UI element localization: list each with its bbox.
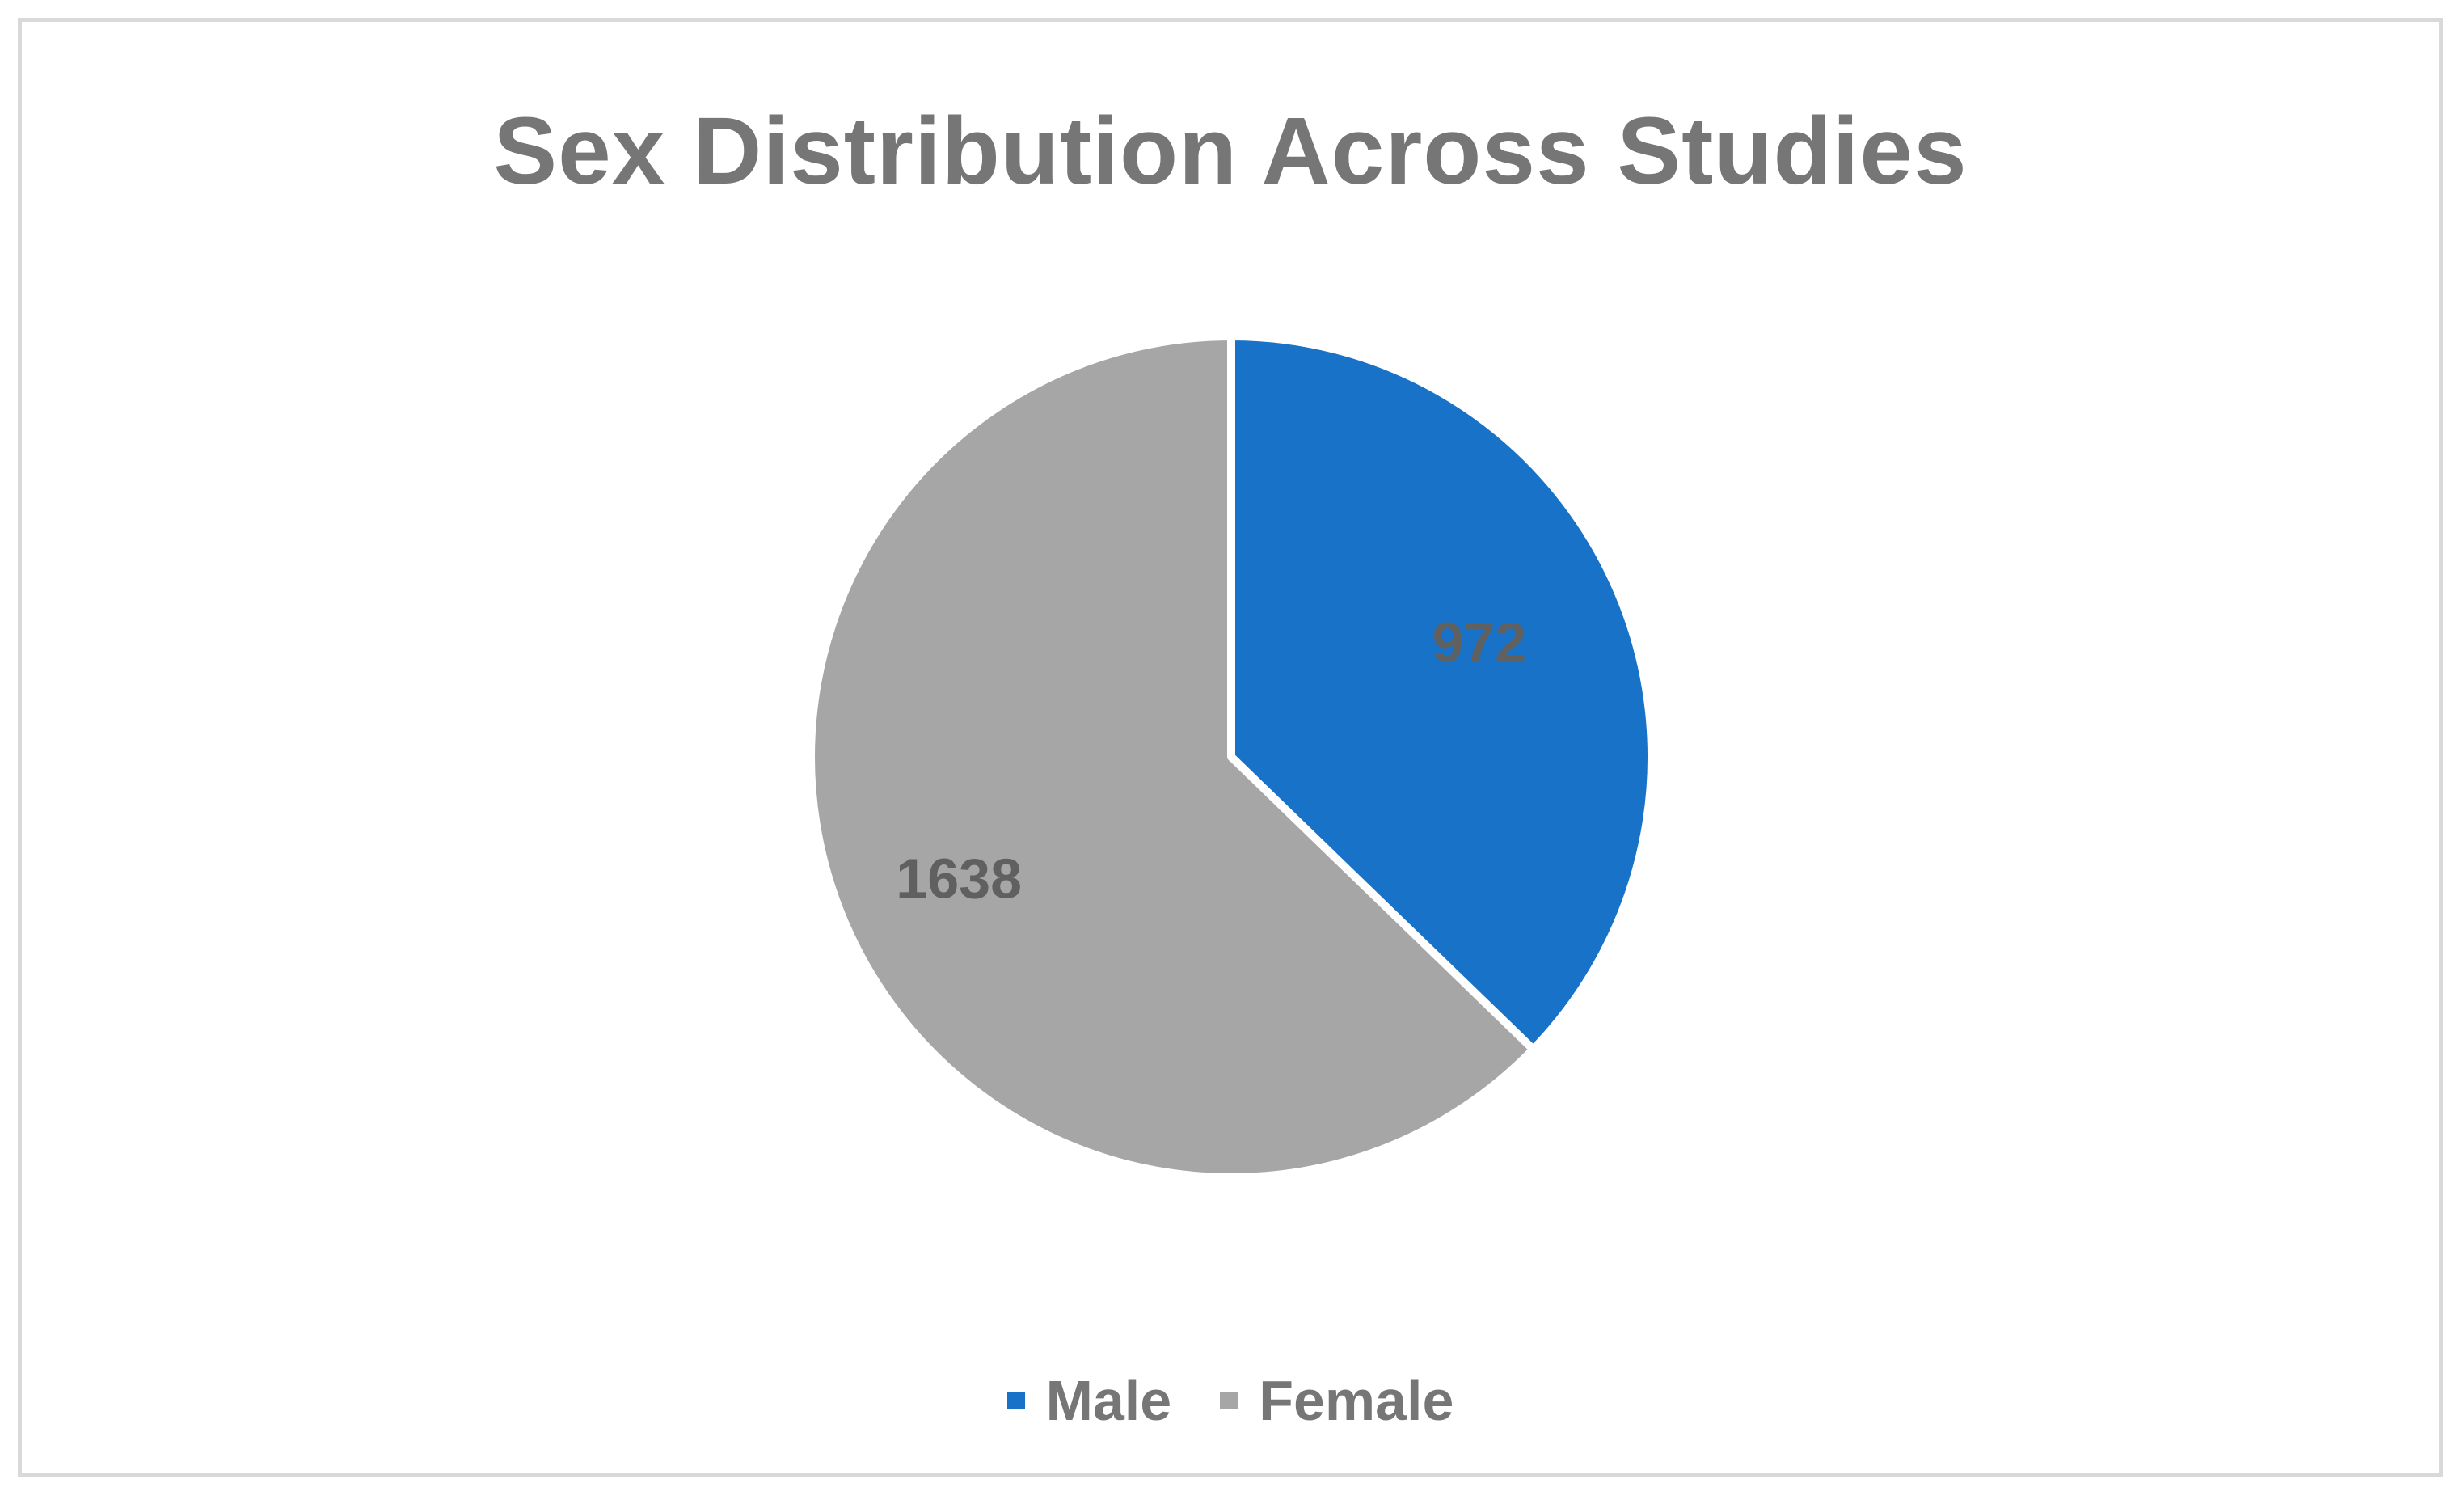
legend-swatch-female [1220, 1392, 1238, 1409]
chart-title: Sex Distribution Across Studies [493, 98, 1968, 205]
legend-swatch-male [1006, 1392, 1025, 1409]
legend-label-female: Female [1259, 1369, 1454, 1432]
chart-legend: Male Female [22, 1368, 2439, 1433]
legend-item-male: Male [1006, 1368, 1172, 1433]
pie-slice-female [806, 332, 1538, 1181]
legend-label-male: Male [1045, 1369, 1172, 1432]
legend-item-female: Female [1220, 1368, 1454, 1433]
data-label-female: 1638 [896, 847, 1022, 910]
data-label-male: 972 [1432, 611, 1526, 674]
pie-slice-male [1227, 332, 1656, 1054]
